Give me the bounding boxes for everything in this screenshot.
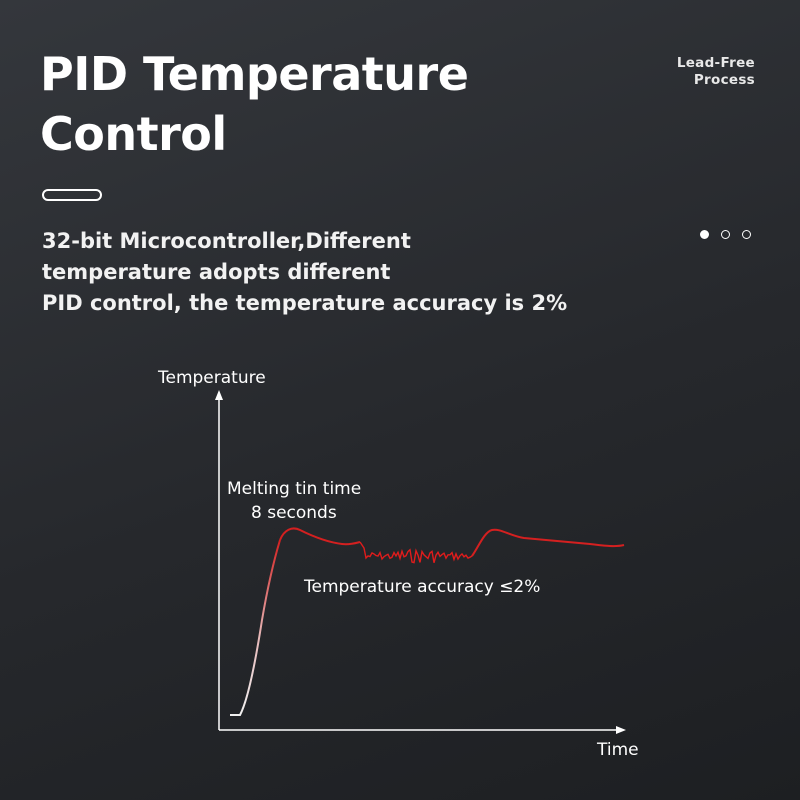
y-axis-label: Temperature xyxy=(157,368,266,388)
temperature-hold-curve xyxy=(279,527,361,546)
description-line-2: temperature adopts different xyxy=(42,260,391,284)
tag-line-2: Process xyxy=(693,72,755,88)
title-line-1: PID Temperature xyxy=(40,47,469,101)
description-line-3: PID control, the temperature accuracy is… xyxy=(42,291,568,315)
accuracy-label: Temperature accuracy ≤2% xyxy=(303,577,540,597)
page-title: PID Temperature Control xyxy=(40,44,469,164)
melt-time-line-2: 8 seconds xyxy=(251,503,337,523)
y-axis-arrow xyxy=(215,390,223,400)
description-line-1: 32-bit Microcontroller,Different xyxy=(42,229,411,253)
pager-dot-2[interactable] xyxy=(721,230,730,239)
carousel-pager xyxy=(700,230,751,239)
melt-time-line-1: Melting tin time xyxy=(227,479,361,499)
title-line-2: Control xyxy=(40,107,227,161)
process-tag: Lead-Free Process xyxy=(677,55,755,89)
x-axis-label: Time xyxy=(596,740,639,760)
feature-description: 32-bit Microcontroller,Different tempera… xyxy=(42,226,567,319)
tag-line-1: Lead-Free xyxy=(676,55,755,71)
decorative-pill xyxy=(42,189,102,201)
melt-time-label: Melting tin time 8 seconds xyxy=(227,479,367,523)
pid-fluctuation-curve xyxy=(359,541,473,564)
pager-dot-3[interactable] xyxy=(742,230,751,239)
pager-dot-1[interactable] xyxy=(700,230,709,239)
x-axis-arrow xyxy=(616,726,626,734)
heating-rise-curve xyxy=(230,539,281,716)
steady-state-curve xyxy=(471,528,625,557)
